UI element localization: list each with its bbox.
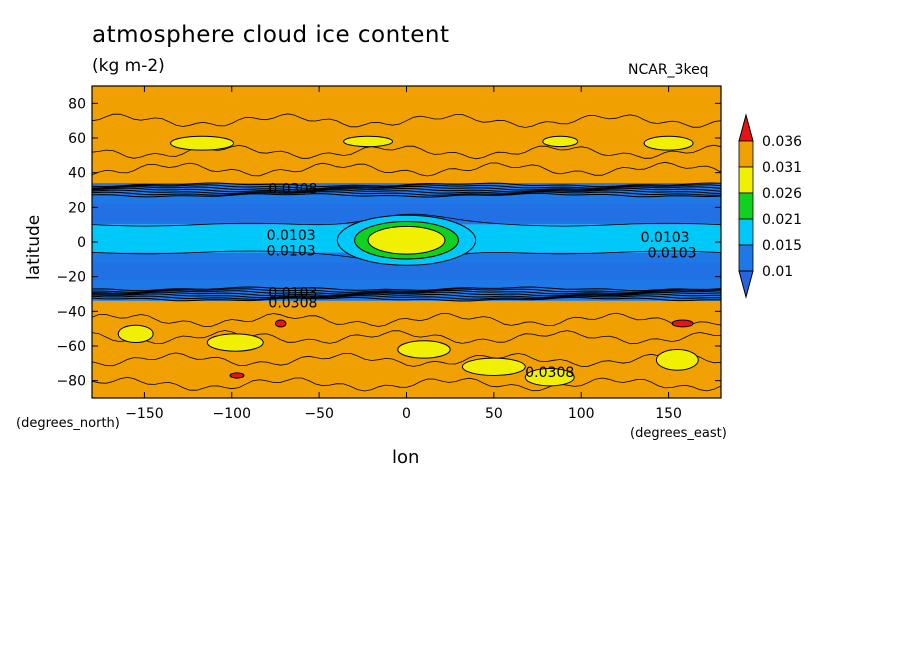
contour-line-12 xyxy=(91,295,722,300)
feature-blob-5 xyxy=(206,333,264,352)
contour-line-0 xyxy=(91,182,722,188)
contour-line-2 xyxy=(91,185,722,191)
colorbar-segment-1 xyxy=(738,166,754,194)
contour-label-1: 0.0103 xyxy=(267,228,316,244)
x-tick-label-6: 150 xyxy=(655,406,682,422)
contour-line-5 xyxy=(91,191,721,196)
feature-blob-4 xyxy=(117,324,154,344)
core-band-south xyxy=(92,262,721,281)
colorbar-top-triangle xyxy=(738,113,754,142)
colorbar-label-4: 0.031 xyxy=(762,160,802,176)
x-tick-label-0: −150 xyxy=(125,406,163,422)
colorbar-label-5: 0.036 xyxy=(762,134,802,150)
feature-blob-11 xyxy=(274,319,287,328)
y-tick-label-1: 60 xyxy=(68,131,86,147)
feature-blob-0 xyxy=(170,135,235,151)
contour-label-4: 0.0103 xyxy=(648,245,697,261)
contour-line-6 xyxy=(91,192,722,198)
y-tick-label-2: 40 xyxy=(68,166,86,182)
x-tick-label-1: −100 xyxy=(213,406,251,422)
y-tick-label-0: 80 xyxy=(68,96,86,112)
feature-blob-9 xyxy=(655,348,699,371)
x-tick-label-2: −50 xyxy=(304,406,334,422)
contour-line-3 xyxy=(91,187,722,193)
contour-line-9 xyxy=(92,289,722,295)
colorbar-label-2: 0.021 xyxy=(762,212,802,228)
contour-wave-5 xyxy=(91,352,722,367)
chart-units: (kg m-2) xyxy=(92,56,165,76)
colorbar-label-3: 0.026 xyxy=(762,186,802,202)
equatorial-max-ring-2 xyxy=(367,225,446,255)
contour-line-7 xyxy=(91,286,722,292)
feature-blob-6 xyxy=(397,340,451,359)
contour-line-10 xyxy=(91,291,722,297)
contour-label-6: 0.0308 xyxy=(268,296,317,312)
y-tick-label-3: 20 xyxy=(68,200,86,216)
y-tick-label-5: −20 xyxy=(56,270,86,286)
contour-label-7: 0.0308 xyxy=(525,365,574,381)
feature-blob-3 xyxy=(643,135,694,151)
feature-blob-1 xyxy=(343,135,394,148)
colorbar-segment-4 xyxy=(738,244,754,272)
contour-wave-4 xyxy=(91,330,722,345)
contour-wave-3 xyxy=(91,312,722,327)
contour-line-11 xyxy=(91,293,722,299)
contour-wave-2 xyxy=(91,161,722,177)
core-band-north xyxy=(92,203,721,222)
x-axis-units: (degrees_east) xyxy=(630,426,727,441)
x-tick-label-3: 0 xyxy=(402,406,411,422)
x-axis-label: lon xyxy=(392,447,420,468)
contour-line-1 xyxy=(91,184,722,189)
x-tick-label-4: 50 xyxy=(485,406,503,422)
colorbar-segment-2 xyxy=(738,192,754,220)
contour-label-0: 0.0308 xyxy=(268,181,317,197)
y-axis-units: (degrees_north) xyxy=(16,416,120,431)
y-tick-label-4: 0 xyxy=(77,235,86,251)
feature-blob-12 xyxy=(229,372,245,379)
feature-blob-2 xyxy=(542,135,579,148)
contour-line-13 xyxy=(91,296,722,302)
feature-blob-8 xyxy=(524,368,575,387)
x-tick-label-5: 100 xyxy=(568,406,595,422)
feature-blob-7 xyxy=(461,357,526,376)
contour-label-2: 0.0103 xyxy=(267,244,316,260)
colorbar-segment-3 xyxy=(738,218,754,246)
contour-label-3: 0.0103 xyxy=(641,230,690,246)
colorbar-segment-0 xyxy=(738,140,754,168)
lat-band-5 xyxy=(92,290,721,301)
chart-title: atmosphere cloud ice content xyxy=(92,22,450,48)
contour-wave-0 xyxy=(91,113,722,128)
colorbar-label-1: 0.015 xyxy=(762,238,802,254)
contour-wave-6 xyxy=(91,376,722,392)
contour-line-4 xyxy=(91,189,722,195)
colorbar-bottom-triangle xyxy=(738,270,754,299)
equator-contour-0 xyxy=(91,213,722,227)
colorbar-label-0: 0.01 xyxy=(762,264,793,280)
contour-line-8 xyxy=(92,288,722,293)
feature-blob-10 xyxy=(671,319,694,328)
y-tick-label-6: −40 xyxy=(56,304,86,320)
lat-band-0 xyxy=(92,86,721,184)
contour-label-5: 0.0103 xyxy=(268,285,317,301)
model-name: NCAR_3keq xyxy=(628,62,709,78)
y-tick-label-7: −60 xyxy=(56,339,86,355)
y-tick-label-8: −80 xyxy=(56,374,86,390)
